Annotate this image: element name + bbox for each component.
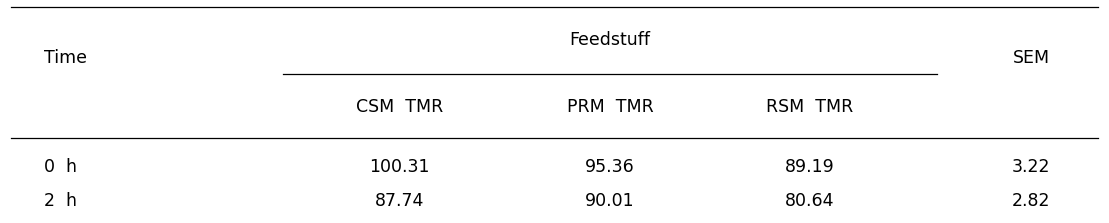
Text: 3.22: 3.22 (1013, 158, 1050, 176)
Text: 100.31: 100.31 (369, 158, 429, 176)
Text: 95.36: 95.36 (586, 158, 634, 176)
Text: RSM  TMR: RSM TMR (766, 98, 853, 116)
Text: 2  h: 2 h (44, 192, 78, 210)
Text: Time: Time (44, 49, 88, 67)
Text: 89.19: 89.19 (785, 158, 834, 176)
Text: 0  h: 0 h (44, 158, 78, 176)
Text: 90.01: 90.01 (586, 192, 634, 210)
Text: PRM  TMR: PRM TMR (567, 98, 653, 116)
Text: CSM  TMR: CSM TMR (356, 98, 442, 116)
Text: 80.64: 80.64 (785, 192, 834, 210)
Text: Feedstuff: Feedstuff (569, 31, 651, 49)
Text: 87.74: 87.74 (375, 192, 424, 210)
Text: 2.82: 2.82 (1013, 192, 1050, 210)
Text: SEM: SEM (1013, 49, 1050, 67)
